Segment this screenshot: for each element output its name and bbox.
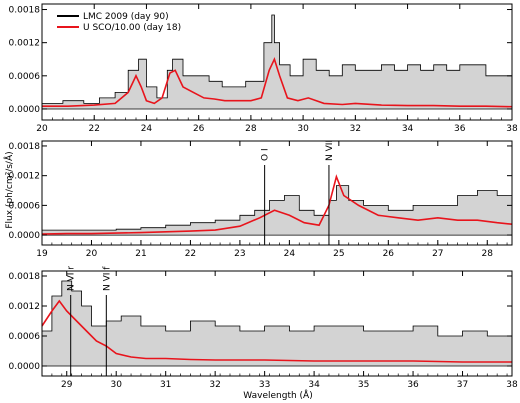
line-annotation-2-2: N VII [325,140,335,245]
line-annotation-3-2: N VI f [102,266,112,376]
panel-3: N VI r N VI f 29 30 31 32 33 34 35 36 37 38 0.0000 0.… [9,266,518,390]
y-tick-label: 0.0012 [9,39,41,49]
x-tick-label: 34 [308,380,320,390]
x-tick-label: 35 [358,380,369,390]
y-tick-label: 0.0006 [9,72,41,82]
y-tick-label: 0.0006 [9,201,41,211]
x-tick-label: 36 [407,380,419,390]
x-tick-label: 32 [209,380,220,390]
x-tick-label: 24 [141,124,153,134]
plot-frame-1 [41,3,513,121]
x-tick-label: 34 [402,124,414,134]
x-tick-label: 28 [482,249,494,259]
x-tick-label: 38 [506,380,518,390]
x-tick-label: 24 [284,249,296,259]
legend-label: LMC 2009 (day 90) [83,12,169,22]
y-tick-label: 0.0000 [9,105,41,115]
x-tick-label: 23 [234,249,245,259]
series-u-sco-panel-3 [41,299,512,363]
annotation-label: N VI r [67,266,77,291]
series-lmc-2009-panel-3 [41,280,513,367]
x-tick-label: 19 [36,249,48,259]
x-tick-label: 37 [457,380,468,390]
x-tick-label: 28 [245,124,257,134]
x-tick-label: 38 [506,124,518,134]
x-tick-label: 30 [297,124,309,134]
annotation-label: N VI f [102,266,112,291]
plot-frame-2 [41,140,513,246]
y-tick-label: 0.0012 [9,302,41,312]
x-tick-label: 36 [454,124,466,134]
x-tick-label: 26 [193,124,205,134]
series-u-sco-panel-1 [42,56,513,108]
x-tick-label: 22 [88,124,99,134]
line-annotation-3-1: N VI r [67,266,77,376]
x-tick-label: 20 [36,124,48,134]
x-tick-label: 29 [61,380,73,390]
y-tick-label: 0.0000 [9,362,41,372]
x-tick-label: 33 [259,380,270,390]
annotation-label: O I [261,148,271,161]
x-tick-label: 21 [135,249,146,259]
x-tick-label: 25 [333,249,344,259]
series-u-sco-panel-2 [41,174,513,235]
x-tick-label: 27 [432,249,443,259]
line-annotation-2-1: O I [261,148,271,245]
y-tick-label: 0.0012 [9,172,41,182]
x-tick-label: 30 [110,380,122,390]
panel-2: O I N VII 19 20 21 22 23 24 25 26 27 28 0.0000 0.0006… [9,140,513,259]
x-tick-label: 26 [383,249,395,259]
y-tick-label: 0.0018 [9,142,41,152]
annotation-label: N VII [325,140,335,161]
panel-1: 20 22 24 26 28 30 32 34 36 38 0.0000 0.0006 0.0012 0.… [9,3,518,134]
x-tick-label: 20 [86,249,98,259]
plot-frame-3 [41,270,513,377]
y-tick-label: 0.0000 [9,231,41,241]
series-lmc-2009-panel-1 [41,14,513,110]
x-tick-label: 32 [350,124,361,134]
y-tick-label: 0.0018 [9,6,41,16]
x-tick-label: 22 [185,249,196,259]
panels-group: 20 22 24 26 28 30 32 34 36 38 0.0000 0.0006 0.0012 0.… [9,3,518,390]
x-tick-label: 31 [160,380,171,390]
y-tick-label: 0.0006 [9,332,41,342]
legend-label: U SCO/10.00 (day 18) [83,23,181,33]
x-axis-label: Wavelength (Å) [243,389,312,401]
legend: LMC 2009 (day 90)U SCO/10.00 (day 18) [57,12,181,33]
y-axis-label: Flux (ph/cm²/s/Å) [3,151,15,228]
y-tick-label: 0.0018 [9,272,41,282]
